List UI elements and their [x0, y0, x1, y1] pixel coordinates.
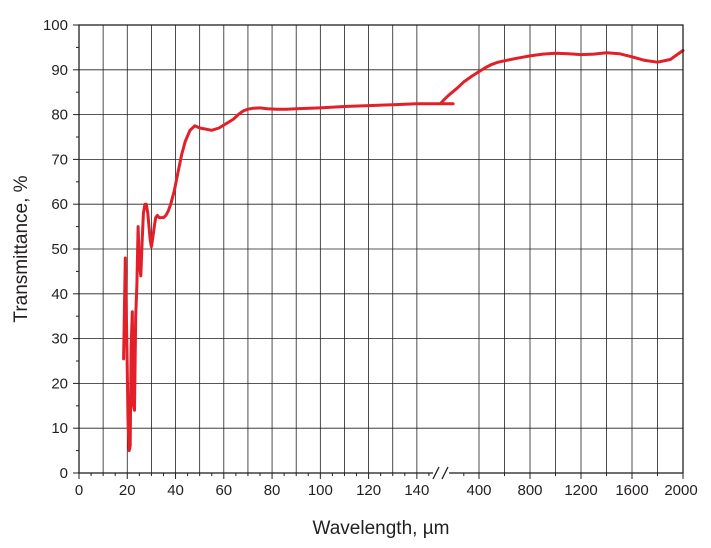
y-tick-label: 80	[51, 107, 68, 124]
grid-lines	[79, 25, 683, 473]
x-tick-label: 2000	[664, 482, 697, 499]
y-tick-label: 50	[51, 241, 68, 258]
x-tick-label: 1600	[615, 482, 648, 499]
x-tick-label: 80	[264, 482, 281, 499]
x-tick-label: 60	[215, 482, 232, 499]
x-tick-label: 120	[356, 482, 381, 499]
x-axis-title: Wavelength, µm	[313, 518, 450, 539]
y-tick-label: 40	[51, 286, 68, 303]
tick-labels: 0 10 20 30 40 50 60 70 80 90 100 0 20 40 60 80 100 120 140…	[43, 17, 698, 499]
transmittance-line-segment-1	[122, 102, 455, 453]
x-tick-label: 100	[308, 482, 333, 499]
x-tick-label: 40	[167, 482, 184, 499]
axis-break-marks	[432, 466, 449, 480]
axis-ticks	[73, 24, 684, 479]
x-tick-label: 1200	[564, 482, 597, 499]
x-tick-label: 0	[75, 482, 83, 499]
y-tick-label: 70	[51, 151, 68, 168]
x-tick-label: 400	[466, 482, 491, 499]
y-axis-title: Transmittance, %	[11, 175, 32, 322]
y-tick-label: 60	[51, 196, 68, 213]
axis-break-slash	[432, 466, 440, 480]
y-tick-label: 100	[43, 17, 68, 34]
y-tick-label: 0	[60, 465, 68, 482]
x-tick-label: 140	[404, 482, 429, 499]
x-tick-label: 800	[517, 482, 542, 499]
y-tick-label: 10	[51, 420, 68, 437]
y-tick-label: 90	[51, 62, 68, 79]
x-tick-label: 20	[119, 482, 136, 499]
axis-break-gap	[433, 468, 449, 478]
data-series	[122, 49, 685, 453]
y-tick-label: 20	[51, 375, 68, 392]
plot-frame	[78, 24, 684, 474]
transmittance-line-segment-2	[439, 49, 685, 105]
axis-break-slash	[441, 466, 449, 480]
y-tick-label: 30	[51, 331, 68, 348]
